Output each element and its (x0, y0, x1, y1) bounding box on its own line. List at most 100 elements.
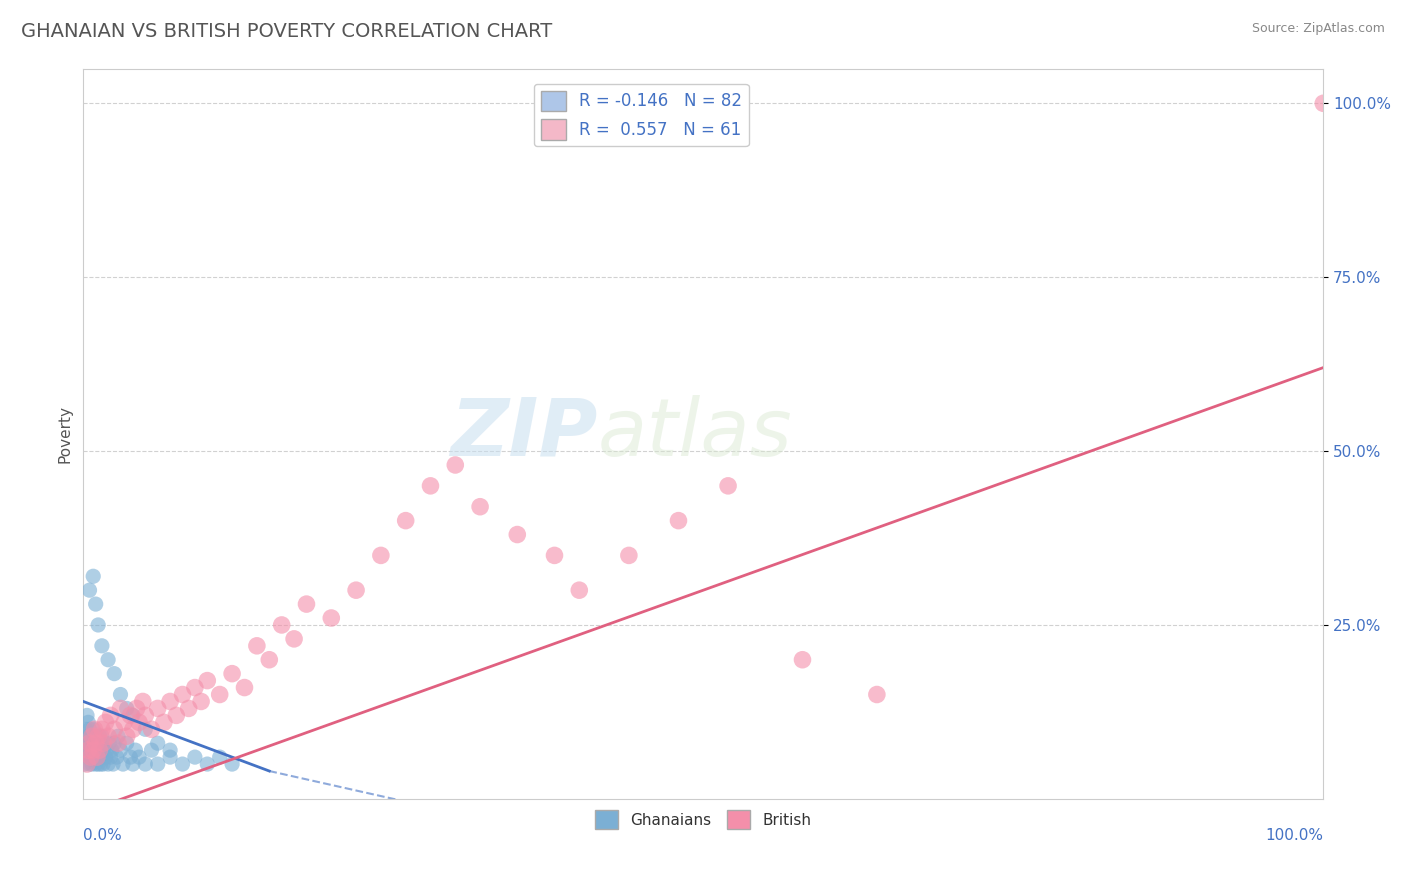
Point (86, 743, 108, 757)
Point (184, 681, 207, 695)
Point (100, 708, 122, 723)
Point (321, 611, 343, 625)
Point (122, 757, 145, 772)
Point (90, 736, 112, 750)
Point (79, 743, 101, 757)
Point (110, 701, 132, 715)
Point (84, 597, 107, 611)
Point (73, 757, 96, 772)
Text: GHANAIAN VS BRITISH POVERTY CORRELATION CHART: GHANAIAN VS BRITISH POVERTY CORRELATION … (21, 22, 553, 41)
Text: 0.0%: 0.0% (83, 828, 122, 843)
Point (120, 708, 142, 723)
Point (90, 750, 112, 764)
Point (79, 723, 101, 737)
Point (79, 583, 101, 598)
Point (107, 729, 129, 743)
Point (717, 479, 740, 493)
Point (146, 757, 169, 772)
Point (89, 729, 111, 743)
Text: atlas: atlas (598, 394, 793, 473)
Point (184, 750, 207, 764)
Point (76, 729, 98, 743)
Point (97, 757, 120, 772)
Point (80, 750, 103, 764)
Point (107, 736, 129, 750)
Point (87, 757, 110, 772)
Point (87, 618, 110, 632)
Point (146, 736, 169, 750)
Point (94, 715, 117, 730)
Point (134, 708, 156, 723)
Point (90, 757, 112, 772)
Point (77, 743, 100, 757)
Point (115, 701, 138, 715)
Point (153, 715, 176, 730)
Point (82, 723, 104, 737)
Point (110, 743, 132, 757)
Point (76, 708, 98, 723)
Point (103, 666, 125, 681)
Point (283, 632, 305, 646)
Point (83, 729, 105, 743)
Point (80, 729, 103, 743)
Text: 100.0%: 100.0% (1265, 828, 1323, 843)
Point (84, 750, 107, 764)
Point (79, 757, 101, 772)
Point (90, 723, 112, 737)
Point (98, 736, 121, 750)
Point (83, 743, 105, 757)
Point (141, 723, 163, 737)
Point (77, 736, 100, 750)
Point (103, 736, 125, 750)
Point (141, 743, 163, 757)
Point (112, 715, 135, 730)
Point (79, 736, 101, 750)
Point (159, 743, 181, 757)
Point (120, 750, 142, 764)
Point (159, 750, 181, 764)
Point (444, 458, 467, 472)
Point (295, 597, 318, 611)
Point (83, 723, 105, 737)
Point (115, 729, 138, 743)
Point (80, 736, 103, 750)
Point (101, 757, 124, 772)
Point (77, 715, 100, 730)
Text: ZIP: ZIP (450, 394, 598, 473)
Point (103, 723, 125, 737)
Point (792, 653, 814, 667)
Point (506, 527, 529, 541)
Point (221, 757, 243, 772)
Point (132, 694, 155, 708)
Point (84, 736, 107, 750)
Point (568, 583, 591, 598)
Point (165, 708, 187, 723)
Point (146, 701, 169, 715)
Point (124, 743, 146, 757)
Point (866, 688, 889, 702)
Point (177, 701, 200, 715)
Point (90, 729, 112, 743)
Point (91, 757, 114, 772)
Point (80, 750, 103, 764)
Point (80, 757, 103, 772)
Point (100, 750, 122, 764)
Point (76, 757, 98, 772)
Point (86, 729, 108, 743)
Point (80, 736, 103, 750)
Point (82, 569, 104, 583)
Point (94, 750, 117, 764)
Point (82, 736, 104, 750)
Point (76, 743, 98, 757)
Point (87, 736, 110, 750)
Point (190, 694, 212, 708)
Point (115, 736, 138, 750)
Point (97, 729, 120, 743)
Point (75, 723, 97, 737)
Point (172, 688, 194, 702)
Point (80, 750, 103, 764)
Point (395, 514, 418, 528)
Point (75, 736, 97, 750)
Point (246, 639, 269, 653)
Point (89, 743, 111, 757)
